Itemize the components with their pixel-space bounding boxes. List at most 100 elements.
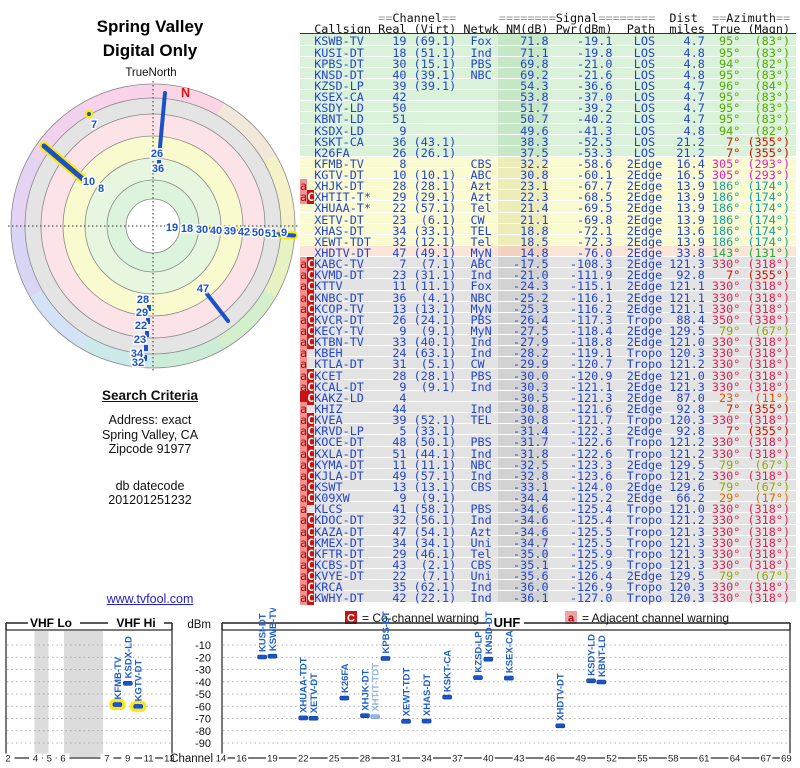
table-row: KSDX-LD 9 49.6 -41.3 LOS 4.8 94° (82°) — [300, 123, 796, 138]
row-values: K09XW 9 (9.1) -34.4 -125.2 2Edge 66.2 — [314, 491, 705, 506]
channel-tick: 40 — [483, 754, 494, 765]
row-values: KSEX-CA 42 53.8 -37.0 LOS 4.7 — [314, 90, 705, 105]
row-azimuth: 330° (318°) — [704, 580, 791, 595]
row-values: KPBS-DT 30 (15.1) PBS 69.8 -21.0 LOS 4.8 — [314, 56, 705, 71]
row-values: KMEX-DT 34 (34.1) Uni -34.7 -125.5 Tropo… — [314, 535, 705, 550]
row-values: KAKZ-LD 4 -30.5 -121.3 2Edge 87.0 — [314, 390, 705, 405]
signal-marker — [308, 715, 319, 721]
signal-marker — [380, 656, 391, 661]
polar-channel-label: 26 — [151, 148, 163, 160]
adjacent-legend-symbol: a — [568, 613, 575, 625]
adjacent-warning-flag: a — [300, 312, 308, 327]
row-azimuth: 79° (67°) — [704, 457, 791, 472]
adjacent-warning-flag: a — [300, 446, 308, 461]
row-values: KYMA-DT 11 (11.1) NBC -32.5 -123.3 2Edge… — [314, 457, 705, 472]
row-azimuth: 7° (355°) — [704, 145, 791, 160]
row-values: KJLA-DT 49 (57.1) Ind -32.8 -123.6 Tropo… — [314, 468, 705, 483]
row-azimuth: 186° (174°) — [704, 201, 791, 216]
row-azimuth: 94° (82°) — [704, 56, 791, 71]
north-marker: N — [181, 86, 190, 100]
table-row: KSWB-TV 19 (69.1) Fox 71.8 -19.1 LOS 4.7… — [300, 34, 796, 48]
signal-marker-label: XETV-DT — [309, 673, 320, 713]
vhf-lo-label: VHF Lo — [30, 616, 72, 630]
signal-marker — [421, 718, 432, 724]
signal-marker — [123, 681, 133, 686]
co-channel-warning-flag: C — [307, 524, 315, 539]
polar-channel-label: 23 — [134, 334, 146, 346]
row-values: XHDTV-DT 47 (49.1) MyN 14.8 -76.0 2Edge … — [314, 246, 705, 261]
table-row: aCKSWT 13 (13.1) CBS -33.1 -124.0 2Edge … — [300, 480, 796, 494]
row-azimuth: 305° (293°) — [704, 168, 791, 183]
signal-marker-label: KZSD-LP — [474, 631, 485, 673]
datecode-label: db datecode — [115, 478, 185, 493]
row-values: KNBC-DT 36 (4.1) NBC -25.2 -116.1 2Edge … — [314, 290, 705, 305]
channel-tick: 13 — [164, 754, 175, 765]
co-channel-warning-flag: C — [307, 257, 315, 272]
adjacent-warning-flag: a — [300, 591, 308, 606]
channel-tick: 5 — [47, 754, 52, 765]
table-row: KSKT-CA 36 (43.1) 38.3 -52.5 LOS 21.2 7°… — [300, 134, 796, 149]
co-channel-warning-flag: C — [307, 457, 315, 472]
table-row: aCKRCA 35 (62.1) Ind -36.0 -126.9 Tropo … — [300, 580, 796, 595]
signal-marker-label: KPBS-DT — [381, 611, 392, 653]
adjacent-warning-flag: a — [300, 346, 308, 361]
adjacent-warning-flag: a — [300, 257, 308, 272]
tvfool-link[interactable]: www.tvfool.com — [106, 591, 194, 606]
channel-tick: 11 — [144, 754, 154, 765]
adjacent-warning-flag: a — [300, 335, 308, 350]
table-header-groups: ==Channel== ========Signal======== Dist … — [378, 11, 791, 25]
channel-tick: 28 — [360, 754, 371, 765]
table-row: a KTLA-DT 31 (5.1) CW -29.9 -120.7 Tropo… — [300, 357, 796, 372]
channel-tick: 49 — [576, 754, 587, 765]
table-row: KGTV-DT 10 (10.1) ABC 30.8 -60.1 2Edge 1… — [300, 168, 796, 183]
table-row: a KLCS 41 (58.1) PBS -34.6 -125.4 Tropo … — [300, 502, 796, 517]
row-values: KNSD-DT 40 (39.1) NBC 69.2 -21.6 LOS 4.8 — [314, 67, 705, 82]
row-azimuth: 330° (318°) — [704, 557, 791, 572]
table-row: aCKWHY-DT 42 (22.1) Ind -36.1 -127.0 Tro… — [300, 591, 796, 606]
table-row: aCKABC-TV 7 (7.1) ABC -17.5 -108.3 2Edge… — [300, 257, 796, 272]
signal-marker-label: XHJK-DT — [360, 669, 371, 710]
table-row: XETV-DT 23 (6.1) CW 21.1 -69.8 2Edge 13.… — [300, 212, 796, 227]
adjacent-warning-flag: a — [300, 569, 308, 584]
polar-crosshair — [8, 81, 298, 371]
row-values: KSDY-LD 50 51.7 -39.2 LOS 4.7 — [314, 101, 705, 116]
row-values: KCBS-DT 43 (2.1) CBS -35.1 -125.9 Tropo … — [314, 557, 705, 572]
dbm-tick: -40 — [195, 677, 211, 689]
signal-marker-label: KSDY-LD — [587, 634, 598, 676]
polar-channel-label: 22 — [135, 320, 147, 332]
row-values: KFMB-TV 8 CBS 32.2 -58.6 2Edge 16.4 — [314, 156, 705, 171]
row-azimuth: 186° (174°) — [704, 190, 791, 205]
marker-highlight — [109, 699, 126, 711]
signal-marker-label: XHUAA-TDT — [299, 657, 310, 713]
table-row: KSDY-LD 50 51.7 -39.2 LOS 4.7 95° (83°) — [300, 101, 796, 116]
dbm-axis-title: dBm — [187, 619, 211, 631]
co-channel-warning-flag: C — [307, 580, 315, 595]
dbm-tick: -50 — [195, 689, 211, 701]
row-values: KLCS 41 (58.1) PBS -34.6 -125.4 Tropo 12… — [314, 502, 705, 517]
channel-tick: 58 — [668, 754, 679, 765]
polar-plot: Spring Valley Digital Only TrueNorth 26 3… — [8, 17, 298, 371]
row-values: KAZA-DT 47 (54.1) Azt -34.6 -125.5 Tropo… — [314, 524, 705, 539]
adjacent-warning-flag: a — [300, 468, 308, 483]
table-row: XHUAA-T* 22 (57.1) Tel 21.4 -69.5 2Edge … — [300, 201, 796, 216]
table-row: KSEX-CA 42 53.8 -37.0 LOS 4.7 95° (83°) — [300, 90, 796, 105]
dbm-tick: -10 — [195, 640, 211, 652]
row-azimuth: 7° (355°) — [704, 424, 791, 439]
search-criteria-heading: Search Criteria — [101, 388, 199, 403]
row-values: XHJK-DT 28 (28.1) Azt 23.1 -67.7 2Edge 1… — [314, 179, 705, 194]
signal-marker — [112, 702, 123, 707]
co-channel-warning-flag: C — [307, 268, 315, 283]
table-row: aCKCOP-TV 13 (13.1) MyN -25.3 -116.2 2Ed… — [300, 301, 796, 316]
table-row: aCKJLA-DT 49 (57.1) Ind -32.8 -123.6 Tro… — [300, 468, 796, 483]
row-azimuth: 7° (355°) — [704, 402, 791, 417]
row-azimuth: 186° (174°) — [704, 234, 791, 249]
table-row: aCXHTIT-T* 29 (29.1) Azt 22.3 -68.5 2Edg… — [300, 190, 796, 205]
row-values: XHUAA-T* 22 (57.1) Tel 21.4 -69.5 2Edge … — [314, 201, 705, 216]
channel-tick: 46 — [545, 754, 556, 765]
polar-channel-label: 29 — [136, 307, 148, 319]
polar-channel-label: 30 — [196, 224, 208, 236]
channel-tick: 64 — [730, 754, 741, 765]
polar-channel-label: 28 — [137, 294, 149, 306]
channel-tick: 6 — [60, 754, 65, 765]
